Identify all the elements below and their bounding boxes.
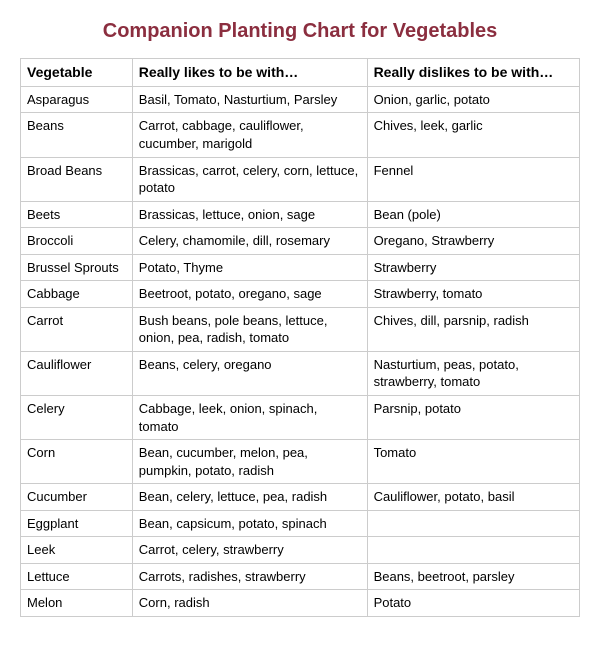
cell-likes: Bush beans, pole beans, lettuce, onion, … (132, 307, 367, 351)
cell-dislikes: Beans, beetroot, parsley (367, 563, 579, 590)
table-row: MelonCorn, radishPotato (21, 590, 580, 617)
cell-dislikes: Chives, dill, parsnip, radish (367, 307, 579, 351)
table-row: BeansCarrot, cabbage, cauliflower, cucum… (21, 113, 580, 157)
cell-vegetable: Leek (21, 537, 133, 564)
cell-dislikes: Strawberry, tomato (367, 281, 579, 308)
planting-table: Vegetable Really likes to be with… Reall… (20, 58, 580, 617)
cell-likes: Beans, celery, oregano (132, 351, 367, 395)
table-row: CucumberBean, celery, lettuce, pea, radi… (21, 484, 580, 511)
cell-likes: Brassicas, lettuce, onion, sage (132, 201, 367, 228)
table-row: Brussel SproutsPotato, ThymeStrawberry (21, 254, 580, 281)
cell-dislikes: Tomato (367, 440, 579, 484)
col-header-likes: Really likes to be with… (132, 59, 367, 87)
cell-dislikes: Oregano, Strawberry (367, 228, 579, 255)
cell-dislikes: Chives, leek, garlic (367, 113, 579, 157)
cell-vegetable: Celery (21, 396, 133, 440)
cell-dislikes: Bean (pole) (367, 201, 579, 228)
cell-likes: Carrot, cabbage, cauliflower, cucumber, … (132, 113, 367, 157)
cell-likes: Cabbage, leek, onion, spinach, tomato (132, 396, 367, 440)
table-row: CabbageBeetroot, potato, oregano, sageSt… (21, 281, 580, 308)
cell-vegetable: Melon (21, 590, 133, 617)
table-row: EggplantBean, capsicum, potato, spinach (21, 510, 580, 537)
cell-vegetable: Lettuce (21, 563, 133, 590)
col-header-dislikes: Really dislikes to be with… (367, 59, 579, 87)
cell-dislikes (367, 537, 579, 564)
cell-likes: Basil, Tomato, Nasturtium, Parsley (132, 86, 367, 113)
cell-likes: Bean, capsicum, potato, spinach (132, 510, 367, 537)
cell-likes: Bean, cucumber, melon, pea, pumpkin, pot… (132, 440, 367, 484)
table-row: CeleryCabbage, leek, onion, spinach, tom… (21, 396, 580, 440)
cell-vegetable: Beans (21, 113, 133, 157)
cell-dislikes: Onion, garlic, potato (367, 86, 579, 113)
cell-vegetable: Cauliflower (21, 351, 133, 395)
table-row: LeekCarrot, celery, strawberry (21, 537, 580, 564)
page-title: Companion Planting Chart for Vegetables (20, 20, 580, 43)
cell-likes: Bean, celery, lettuce, pea, radish (132, 484, 367, 511)
cell-dislikes: Potato (367, 590, 579, 617)
table-row: CarrotBush beans, pole beans, lettuce, o… (21, 307, 580, 351)
table-row: LettuceCarrots, radishes, strawberryBean… (21, 563, 580, 590)
cell-vegetable: Beets (21, 201, 133, 228)
cell-vegetable: Asparagus (21, 86, 133, 113)
cell-likes: Brassicas, carrot, celery, corn, lettuce… (132, 157, 367, 201)
cell-dislikes: Fennel (367, 157, 579, 201)
table-row: CornBean, cucumber, melon, pea, pumpkin,… (21, 440, 580, 484)
table-row: Broad BeansBrassicas, carrot, celery, co… (21, 157, 580, 201)
cell-vegetable: Broccoli (21, 228, 133, 255)
table-row: CauliflowerBeans, celery, oreganoNasturt… (21, 351, 580, 395)
table-header-row: Vegetable Really likes to be with… Reall… (21, 59, 580, 87)
cell-likes: Celery, chamomile, dill, rosemary (132, 228, 367, 255)
cell-likes: Potato, Thyme (132, 254, 367, 281)
table-row: AsparagusBasil, Tomato, Nasturtium, Pars… (21, 86, 580, 113)
cell-dislikes: Strawberry (367, 254, 579, 281)
table-body: AsparagusBasil, Tomato, Nasturtium, Pars… (21, 86, 580, 616)
cell-vegetable: Brussel Sprouts (21, 254, 133, 281)
cell-vegetable: Carrot (21, 307, 133, 351)
table-row: BeetsBrassicas, lettuce, onion, sageBean… (21, 201, 580, 228)
cell-likes: Carrots, radishes, strawberry (132, 563, 367, 590)
col-header-vegetable: Vegetable (21, 59, 133, 87)
cell-dislikes (367, 510, 579, 537)
cell-vegetable: Eggplant (21, 510, 133, 537)
cell-vegetable: Cabbage (21, 281, 133, 308)
cell-vegetable: Broad Beans (21, 157, 133, 201)
cell-likes: Corn, radish (132, 590, 367, 617)
table-row: BroccoliCelery, chamomile, dill, rosemar… (21, 228, 580, 255)
cell-likes: Beetroot, potato, oregano, sage (132, 281, 367, 308)
cell-vegetable: Cucumber (21, 484, 133, 511)
cell-vegetable: Corn (21, 440, 133, 484)
cell-dislikes: Parsnip, potato (367, 396, 579, 440)
cell-dislikes: Nasturtium, peas, potato, strawberry, to… (367, 351, 579, 395)
cell-dislikes: Cauliflower, potato, basil (367, 484, 579, 511)
cell-likes: Carrot, celery, strawberry (132, 537, 367, 564)
